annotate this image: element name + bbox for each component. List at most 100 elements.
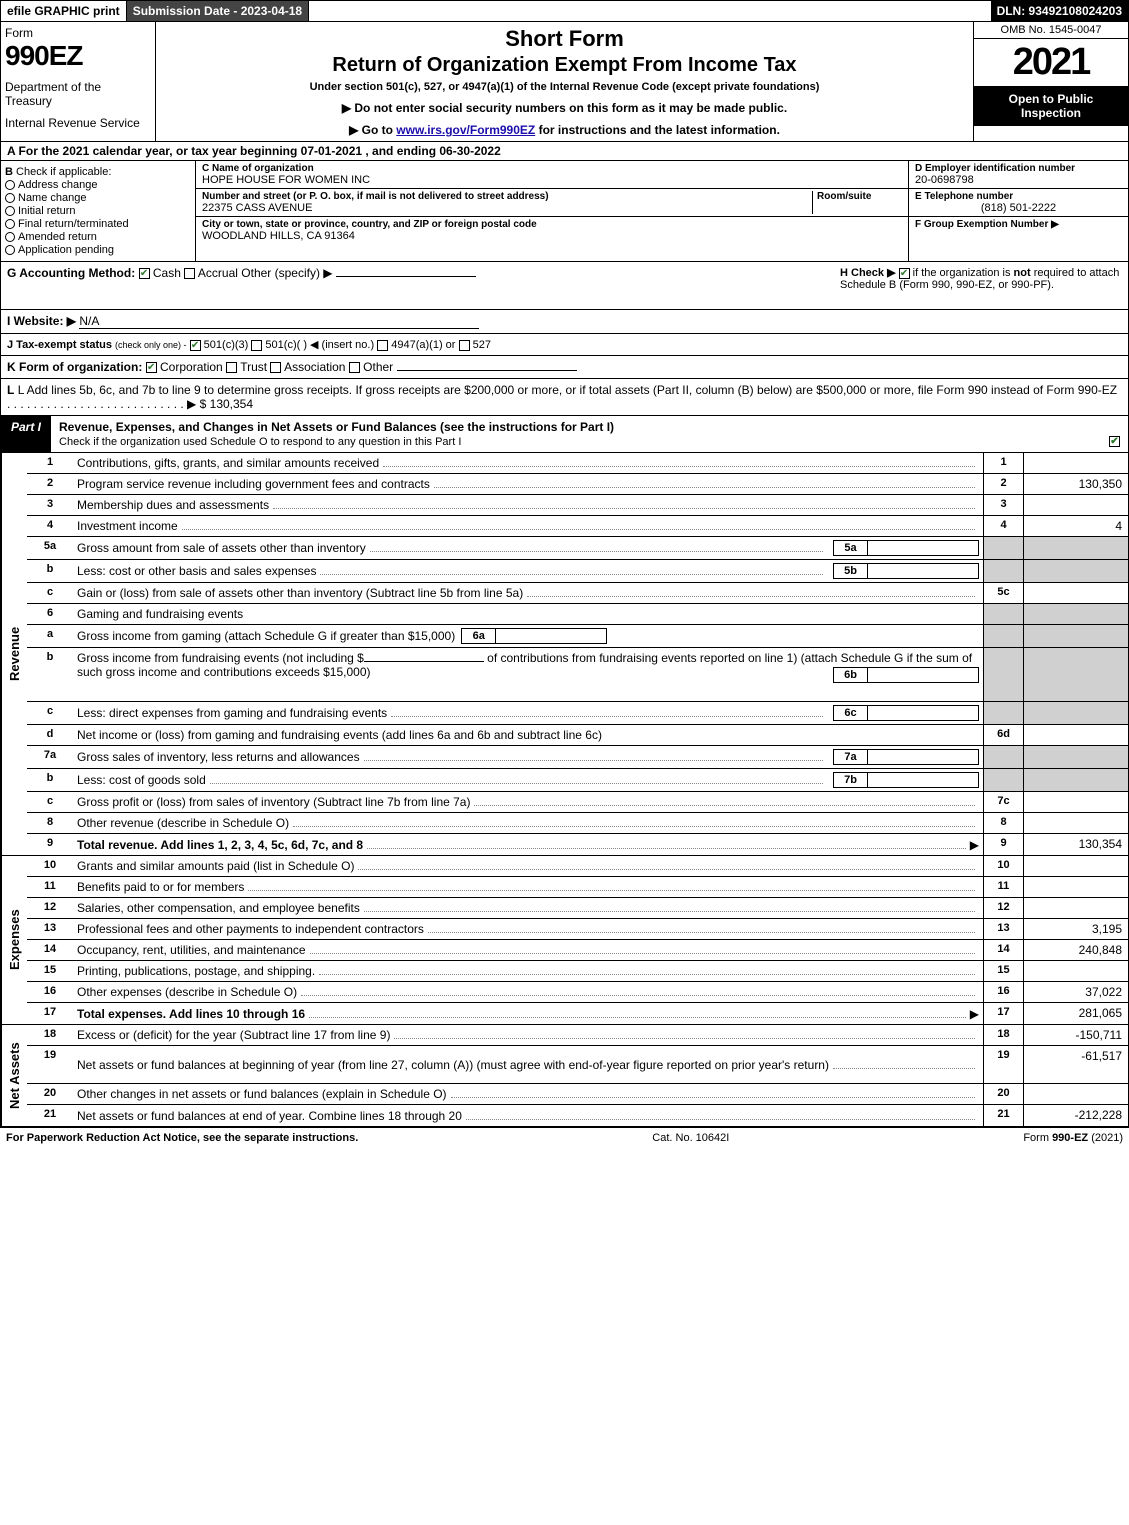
l-arrow: ▶ $	[187, 397, 206, 411]
j-opt4: 527	[473, 339, 491, 351]
ln20-num: 20	[27, 1084, 73, 1104]
do-not-enter: ▶ Do not enter social security numbers o…	[164, 101, 965, 115]
checkbox-527[interactable]	[459, 340, 470, 351]
ln2-num: 2	[27, 474, 73, 494]
ln7a-subval[interactable]	[868, 750, 978, 764]
ln16-box: 16	[983, 982, 1023, 1002]
ln5a-subval[interactable]	[868, 541, 978, 555]
goto-post: for instructions and the latest informat…	[539, 123, 780, 137]
expenses-section: Expenses 10Grants and similar amounts pa…	[0, 856, 1129, 1025]
ln15-box: 15	[983, 961, 1023, 981]
ln9-box: 9	[983, 834, 1023, 855]
ln7b-box	[983, 769, 1023, 791]
ln4-box: 4	[983, 516, 1023, 536]
dept-treasury: Department of the Treasury	[5, 80, 151, 108]
k-label: K Form of organization:	[7, 360, 142, 374]
goto-link[interactable]: www.irs.gov/Form990EZ	[396, 123, 535, 137]
ln6c-sub: 6c	[834, 706, 868, 720]
b-label: B	[5, 166, 13, 178]
ln19-num: 19	[27, 1046, 73, 1083]
short-form-title: Short Form	[164, 26, 965, 52]
checkbox-address-change[interactable]	[5, 180, 15, 190]
b-item-1: Name change	[18, 192, 87, 204]
checkbox-accrual[interactable]	[184, 268, 195, 279]
k-opt-3: Other	[363, 360, 393, 374]
checkbox-4947[interactable]	[377, 340, 388, 351]
checkbox-amended-return[interactable]	[5, 232, 15, 242]
ln4-val: 4	[1023, 516, 1128, 536]
ln21-val: -212,228	[1023, 1105, 1128, 1126]
form-word: Form	[5, 26, 151, 40]
checkbox-other-org[interactable]	[349, 362, 360, 373]
footer-mid: Cat. No. 10642I	[652, 1132, 729, 1144]
ln18-box: 18	[983, 1025, 1023, 1045]
ln6d-desc: Net income or (loss) from gaming and fun…	[77, 728, 602, 742]
ln21-box: 21	[983, 1105, 1023, 1126]
omb-number: OMB No. 1545-0047	[974, 22, 1128, 39]
ln6c-subval[interactable]	[868, 706, 978, 720]
tel-lbl: E Telephone number	[915, 191, 1122, 202]
ln6b-amount-input[interactable]	[364, 661, 484, 662]
ln8-num: 8	[27, 813, 73, 833]
checkbox-trust[interactable]	[226, 362, 237, 373]
ln11-val	[1023, 877, 1128, 897]
checkbox-application-pending[interactable]	[5, 245, 15, 255]
checkbox-501c3[interactable]	[190, 340, 201, 351]
ln6-num: 6	[27, 604, 73, 624]
ln7a-val	[1023, 746, 1128, 768]
ln5b-num: b	[27, 560, 73, 582]
goto-line: ▶ Go to www.irs.gov/Form990EZ for instru…	[164, 123, 965, 137]
ln8-val	[1023, 813, 1128, 833]
ln7a-sub: 7a	[834, 750, 868, 764]
checkbox-501c[interactable]	[251, 340, 262, 351]
ln7b-subval[interactable]	[868, 773, 978, 787]
ln6b-val	[1023, 648, 1128, 701]
ln19-val: -61,517	[1023, 1046, 1128, 1083]
ln3-num: 3	[27, 495, 73, 515]
line-a: A For the 2021 calendar year, or tax yea…	[0, 142, 1129, 161]
part1-label: Part I	[1, 416, 51, 452]
page-footer: For Paperwork Reduction Act Notice, see …	[0, 1127, 1129, 1148]
ln1-box: 1	[983, 453, 1023, 473]
line-g-h: G Accounting Method: Cash Accrual Other …	[0, 262, 1129, 310]
ln5b-subval[interactable]	[868, 564, 978, 578]
ln6a-subval[interactable]	[496, 629, 606, 643]
checkbox-final-return[interactable]	[5, 219, 15, 229]
ln1-num: 1	[27, 453, 73, 473]
checkbox-association[interactable]	[270, 362, 281, 373]
ln7b-desc: Less: cost of goods sold	[77, 773, 206, 787]
part1-check-line: Check if the organization used Schedule …	[59, 436, 461, 448]
checkbox-corporation[interactable]	[146, 362, 157, 373]
ln10-val	[1023, 856, 1128, 876]
ln9-num: 9	[27, 834, 73, 855]
ln18-val: -150,711	[1023, 1025, 1128, 1045]
checkbox-h[interactable]	[899, 268, 910, 279]
ln7b-sub: 7b	[834, 773, 868, 787]
g-accrual: Accrual	[198, 266, 238, 280]
ln21-num: 21	[27, 1105, 73, 1126]
checkbox-cash[interactable]	[139, 268, 150, 279]
ln2-desc: Program service revenue including govern…	[77, 477, 430, 491]
ln6b-subval[interactable]	[868, 668, 978, 682]
ln6d-box: 6d	[983, 725, 1023, 745]
g-other-input[interactable]	[336, 276, 476, 277]
revenue-section: Revenue 1Contributions, gifts, grants, a…	[0, 453, 1129, 856]
ln3-desc: Membership dues and assessments	[77, 498, 269, 512]
k-other-input[interactable]	[397, 370, 577, 371]
efile-label: efile GRAPHIC print	[1, 1, 127, 21]
checkbox-name-change[interactable]	[5, 193, 15, 203]
k-opt-2: Association	[284, 360, 345, 374]
ln14-desc: Occupancy, rent, utilities, and maintena…	[77, 943, 306, 957]
checkbox-initial-return[interactable]	[5, 206, 15, 216]
ln6c-val	[1023, 702, 1128, 724]
header-right: OMB No. 1545-0047 2021 Open to Public In…	[973, 22, 1128, 141]
section-def: D Employer identification number 20-0698…	[908, 161, 1128, 261]
j-label: J Tax-exempt status	[7, 339, 112, 351]
ln5a-val	[1023, 537, 1128, 559]
ln6-desc: Gaming and fundraising events	[77, 607, 243, 621]
ln12-num: 12	[27, 898, 73, 918]
ln6-box	[983, 604, 1023, 624]
line-k: K Form of organization: Corporation Trus…	[0, 356, 1129, 379]
checkbox-part1-schedO[interactable]	[1109, 436, 1120, 447]
footer-right-form: 990-EZ	[1052, 1132, 1088, 1144]
